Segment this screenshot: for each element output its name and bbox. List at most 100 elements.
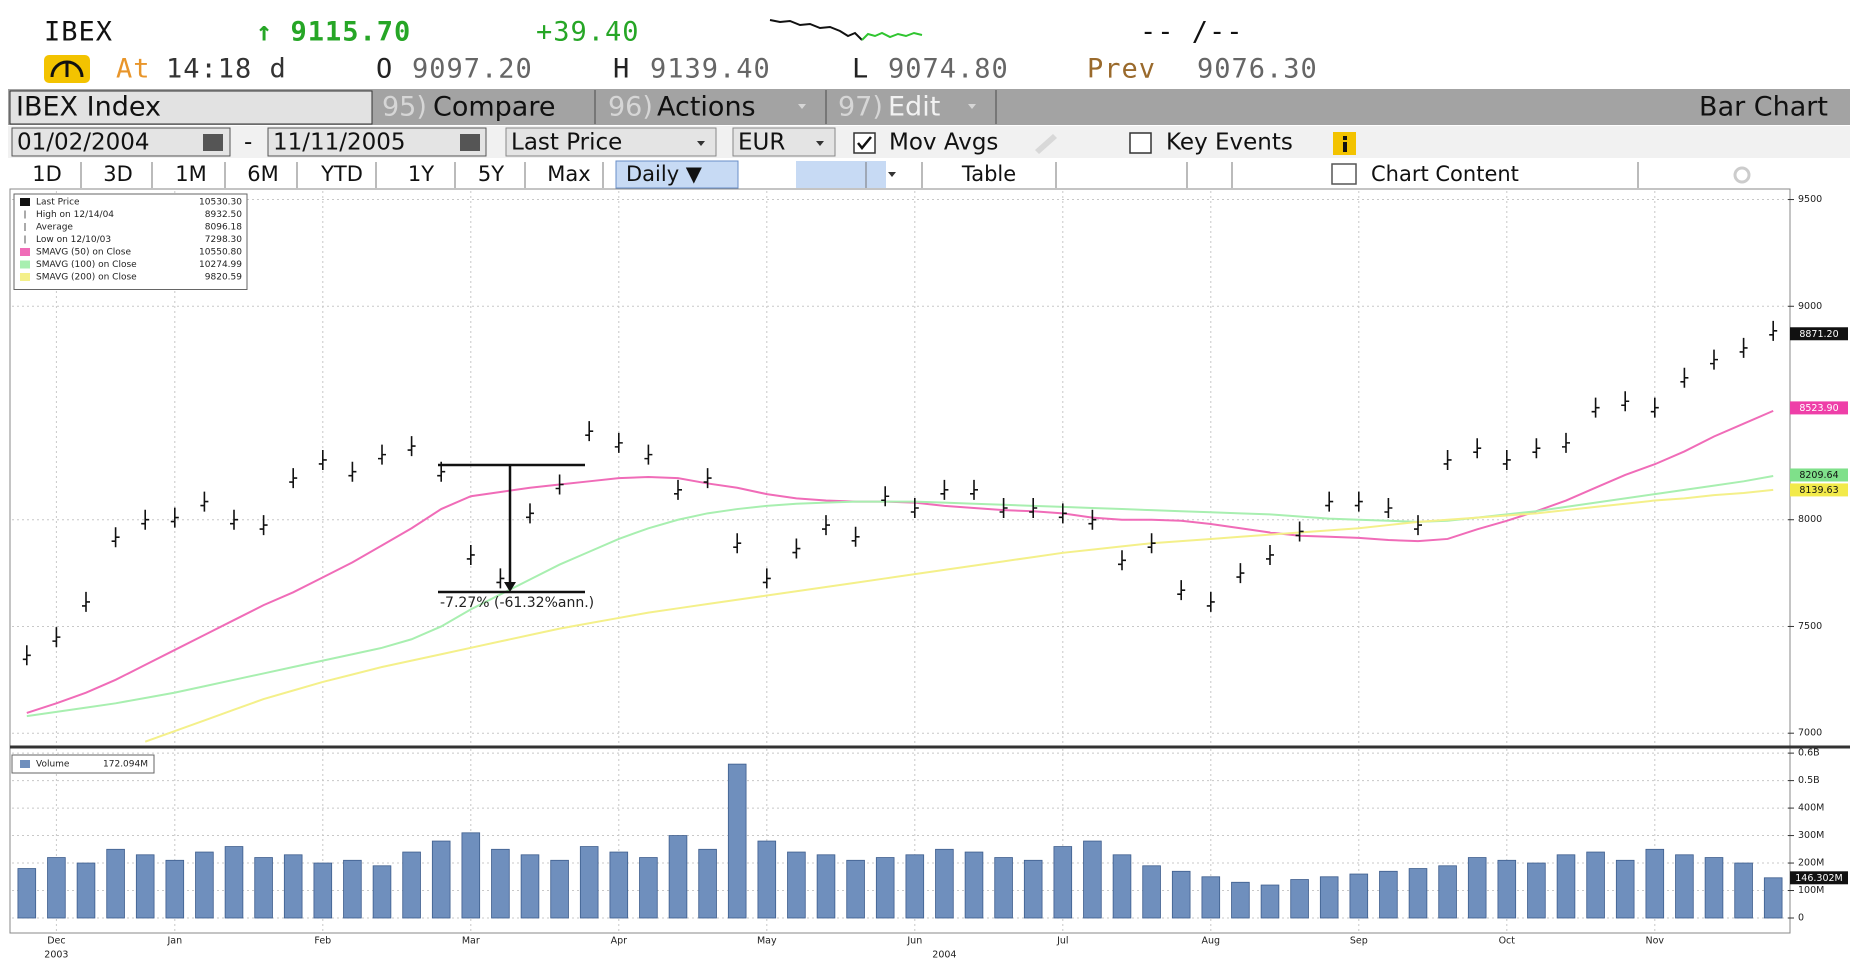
volume-bar (17, 868, 37, 919)
key-events-checkbox[interactable] (1129, 132, 1152, 154)
volume-bar (491, 848, 510, 919)
volume-bar (1704, 857, 1724, 919)
price-bar (466, 544, 475, 565)
volume-bar (343, 859, 362, 919)
volume-bar (76, 862, 96, 919)
legend-box (13, 193, 248, 290)
period-button[interactable]: 5Y (478, 162, 504, 186)
price-bar (82, 591, 90, 612)
frequency[interactable]: Daily ▼ (626, 162, 703, 186)
calendar-icon[interactable] (460, 134, 480, 151)
price-bar (1325, 491, 1334, 512)
low-label: L (852, 54, 869, 85)
price-bar (762, 568, 771, 589)
dropdown-arrow (697, 141, 705, 146)
settings-icon[interactable] (1733, 166, 1751, 184)
volume-bar (1379, 870, 1398, 919)
sparkline-today (861, 31, 923, 41)
field: Last Price (511, 130, 622, 156)
volume-pane (9, 747, 1791, 934)
x-tick-label: Aug (1202, 936, 1221, 947)
y-tick-label: 9500 (1798, 194, 1822, 205)
price-bar (52, 627, 61, 648)
value-tag (1790, 483, 1848, 497)
period-button[interactable]: 1Y (408, 162, 434, 186)
price-bar (22, 645, 31, 666)
field-box[interactable] (505, 127, 717, 157)
annotation: -7.27% (-61.32%ann.) (440, 595, 594, 611)
start-date-box[interactable] (11, 127, 231, 157)
y-tick-label: 0 (1798, 913, 1804, 924)
time: 14:18 d (166, 54, 287, 85)
price-bar (1384, 497, 1393, 518)
price-bar (614, 432, 623, 453)
key-events: Key Events (1166, 130, 1293, 156)
volume-bar (224, 846, 244, 919)
volume-bar (787, 851, 806, 919)
high: 9139.40 (650, 54, 771, 85)
volume-bar (964, 851, 984, 919)
volume-bar (875, 857, 895, 919)
pencil-icon[interactable] (1035, 134, 1057, 154)
frequency-box[interactable] (615, 160, 739, 189)
price-bar (1502, 449, 1511, 470)
menu-item[interactable]: Edit (888, 92, 940, 123)
menu-number: 95) (382, 92, 427, 123)
end-date-box[interactable] (267, 127, 487, 157)
period-button[interactable]: 3D (103, 162, 133, 186)
price-bar (910, 497, 919, 518)
period-button[interactable]: YTD (320, 162, 363, 186)
volume-bar (1231, 881, 1250, 919)
y-tick-label: 8000 (1798, 514, 1822, 525)
price-bar (1206, 591, 1215, 612)
menu-item[interactable]: Actions (657, 92, 756, 123)
price-bar (703, 468, 712, 489)
legend-swatch (20, 198, 30, 206)
price-bar (1591, 397, 1600, 418)
legend-value: 172.094M (103, 760, 148, 770)
end-date: 11/11/2005 (273, 130, 406, 156)
price-bar (851, 526, 860, 547)
table-button[interactable]: Table (961, 162, 1016, 186)
volume-bar (195, 851, 214, 919)
volume-bar (1023, 859, 1043, 919)
chart-content-icon[interactable] (1331, 163, 1357, 185)
price-bar (1710, 349, 1718, 370)
calendar-icon[interactable] (203, 134, 223, 151)
period-button[interactable]: 1M (175, 162, 206, 186)
x-tick-label: Dec (47, 936, 65, 947)
volume-bar (550, 859, 569, 919)
menu-item[interactable]: Compare (433, 92, 555, 123)
legend-label: SMAVG (100) on Close (36, 260, 137, 270)
volume-bar (1467, 857, 1487, 919)
menu-number: 97) (838, 92, 883, 123)
period-button[interactable]: 1D (32, 162, 62, 186)
volume-bar (1615, 859, 1635, 919)
price-bar (674, 479, 682, 500)
period-button[interactable]: 6M (247, 162, 278, 186)
legend-swatch (20, 248, 30, 256)
value-tag (1790, 401, 1848, 415)
volume-bar (698, 848, 717, 919)
y-tick-label: 9000 (1798, 301, 1822, 312)
volume-bar (1260, 884, 1280, 919)
info-glyph (1343, 136, 1347, 140)
chart-style-button[interactable] (796, 161, 886, 188)
info-glyph (1343, 142, 1347, 152)
price-bar (733, 533, 742, 554)
volume-bar (846, 859, 865, 919)
price-bar (1177, 580, 1186, 601)
security-box[interactable] (9, 90, 373, 125)
range: -- /-- (1140, 17, 1244, 48)
period-button[interactable]: Max (547, 162, 590, 186)
price-bar (1739, 337, 1748, 358)
x-tick-label: Nov (1646, 936, 1665, 947)
chart-type: Bar Chart (1699, 92, 1828, 123)
price-bar (1236, 563, 1245, 584)
legend-box (11, 754, 155, 774)
legend-value: 7298.30 (205, 235, 242, 245)
value-tag-label: 8139.63 (1799, 485, 1838, 496)
x-tick-label: Oct (1499, 936, 1516, 947)
price-bar (1532, 438, 1541, 459)
chart-content[interactable]: Chart Content (1371, 162, 1519, 186)
